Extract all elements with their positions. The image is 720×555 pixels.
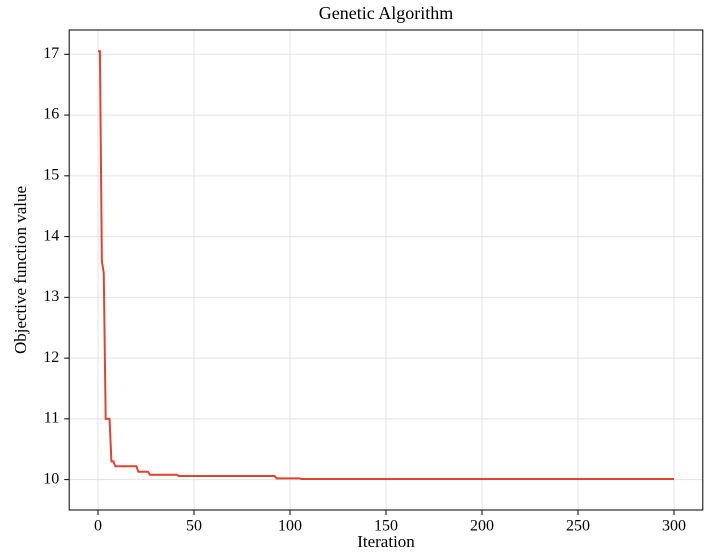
y-tick-label: 14 — [43, 227, 59, 244]
x-axis-label: Iteration — [357, 532, 415, 551]
x-tick-label: 100 — [278, 518, 302, 535]
y-tick-label: 11 — [44, 410, 59, 427]
x-tick-label: 0 — [94, 518, 102, 535]
x-tick-label: 50 — [186, 518, 202, 535]
x-tick-label: 200 — [470, 518, 494, 535]
data-line — [98, 50, 674, 481]
y-tick-label: 10 — [43, 470, 59, 487]
x-tick-label: 250 — [566, 518, 590, 535]
y-tick-label: 15 — [43, 166, 59, 183]
x-tick-label: 150 — [374, 518, 398, 535]
y-axis-label: Objective function value — [11, 186, 30, 354]
y-tick-label: 12 — [43, 349, 59, 366]
plot-frame — [68, 29, 704, 511]
y-tick-label: 13 — [43, 288, 59, 305]
chart-title: Genetic Algorithm — [319, 3, 453, 23]
x-tick-label: 300 — [662, 518, 686, 535]
y-tick-label: 16 — [43, 106, 59, 123]
y-tick-label: 17 — [43, 45, 59, 62]
